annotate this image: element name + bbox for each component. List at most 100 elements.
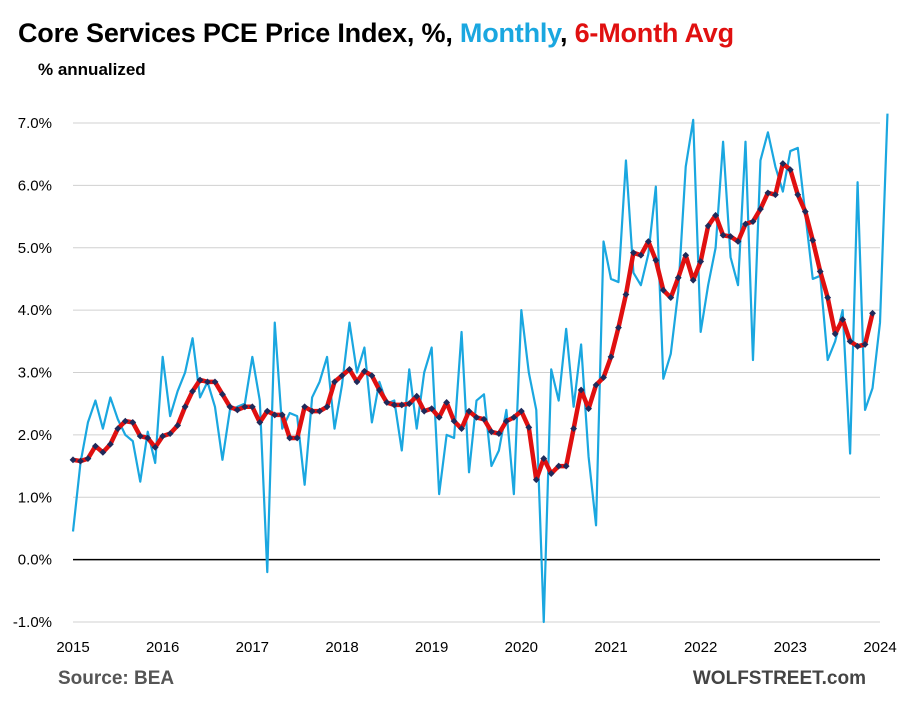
avg-point <box>771 191 779 199</box>
y-tick-label: 2.0% <box>18 427 52 444</box>
y-tick-label: 3.0% <box>18 365 52 382</box>
y-tick-label: 5.0% <box>18 240 52 257</box>
avg-point <box>241 403 249 411</box>
x-tick-label: 2022 <box>684 639 717 656</box>
avg-point <box>682 251 690 259</box>
title-series-avg: 6-Month Avg <box>574 18 734 48</box>
avg-point <box>323 403 331 411</box>
avg-point <box>458 425 465 433</box>
avg-point <box>540 455 548 462</box>
x-tick-label: 2020 <box>505 639 538 656</box>
avg-point <box>189 387 196 395</box>
avg-point <box>473 414 480 421</box>
x-tick-label: 2024 <box>863 639 896 656</box>
avg-point <box>174 422 182 429</box>
avg-point <box>719 231 727 239</box>
avg-point <box>405 400 413 408</box>
avg-point <box>248 403 256 411</box>
avg-point <box>607 353 615 361</box>
avg-point <box>488 428 495 436</box>
y-tick-label: 1.0% <box>18 489 52 506</box>
avg-point <box>136 432 144 440</box>
avg-point <box>510 414 518 421</box>
avg-point <box>532 476 540 484</box>
x-tick-label: 2018 <box>325 639 358 656</box>
avg-point <box>794 191 802 199</box>
avg-point <box>786 166 794 174</box>
avg-point <box>585 405 592 413</box>
avg-point <box>346 365 353 373</box>
avg-point <box>219 390 226 398</box>
avg-point <box>652 256 660 264</box>
avg-point <box>630 249 637 257</box>
avg-point <box>734 238 742 245</box>
avg-point <box>592 381 600 389</box>
avg-point <box>84 455 92 462</box>
avg-point <box>271 411 279 419</box>
grid-lines <box>73 122 880 623</box>
x-tick-label: 2021 <box>594 639 627 656</box>
avg-point <box>428 405 436 413</box>
avg-point <box>308 407 316 415</box>
avg-point <box>435 414 443 421</box>
avg-point <box>361 367 368 375</box>
avg-point <box>263 407 271 415</box>
avg-point <box>502 417 510 425</box>
avg-point <box>106 440 114 448</box>
avg-point <box>757 205 764 213</box>
avg-point <box>413 392 421 400</box>
avg-point <box>77 457 84 465</box>
avg-point <box>204 378 211 386</box>
avg-point <box>301 403 309 411</box>
avg-point <box>390 401 398 409</box>
x-tick-label: 2016 <box>146 639 179 656</box>
avg-point <box>861 341 869 348</box>
avg-point <box>69 456 77 464</box>
x-tick-label: 2015 <box>56 639 89 656</box>
avg-point <box>869 309 876 317</box>
avg-point <box>816 268 824 275</box>
title-main: Core Services PCE Price Index, %, <box>18 18 460 48</box>
avg-point <box>749 218 757 225</box>
avg-point <box>450 417 458 425</box>
avg-point <box>854 342 861 350</box>
x-tick-label: 2017 <box>236 639 269 656</box>
avg-point <box>704 222 712 230</box>
avg-point <box>846 337 854 345</box>
brand-label: WOLFSTREET.com <box>692 668 866 689</box>
avg-point <box>712 211 720 219</box>
avg-point <box>293 434 301 442</box>
y-tick-label: 4.0% <box>18 302 52 319</box>
y-tick-label: 7.0% <box>18 115 52 132</box>
avg-point <box>233 406 241 414</box>
avg-point <box>674 274 682 282</box>
series-6-month-avg-markers <box>69 160 876 484</box>
title-series-monthly: Monthly <box>459 18 560 48</box>
avg-point <box>99 448 107 456</box>
x-tick-label: 2023 <box>774 639 807 656</box>
avg-point <box>809 236 817 244</box>
avg-point <box>495 430 503 438</box>
avg-point <box>742 220 749 228</box>
avg-point <box>839 316 847 323</box>
avg-point <box>338 372 346 380</box>
avg-point <box>689 276 697 284</box>
avg-point <box>824 294 832 302</box>
avg-point <box>562 462 570 470</box>
avg-point <box>577 386 585 394</box>
y-tick-label: 0.0% <box>18 552 52 569</box>
avg-point <box>831 330 839 338</box>
avg-point <box>368 372 376 380</box>
avg-point <box>443 399 451 406</box>
avg-point <box>331 378 338 386</box>
avg-point <box>144 434 152 442</box>
avg-point <box>278 411 286 419</box>
x-axis-ticks: 2015 2016 2017 2018 2019 2020 2021 2022 2023 2024 <box>56 639 896 656</box>
y-axis-ticks: -1.0% 0.0% 1.0% 2.0% 3.0% 4.0% 5.0% 6.0% 7.0% <box>13 115 52 631</box>
avg-point <box>644 238 652 245</box>
chart-subtitle: % annualized <box>38 60 146 79</box>
avg-point <box>166 430 174 438</box>
avg-point <box>764 189 772 197</box>
avg-point <box>555 462 563 470</box>
